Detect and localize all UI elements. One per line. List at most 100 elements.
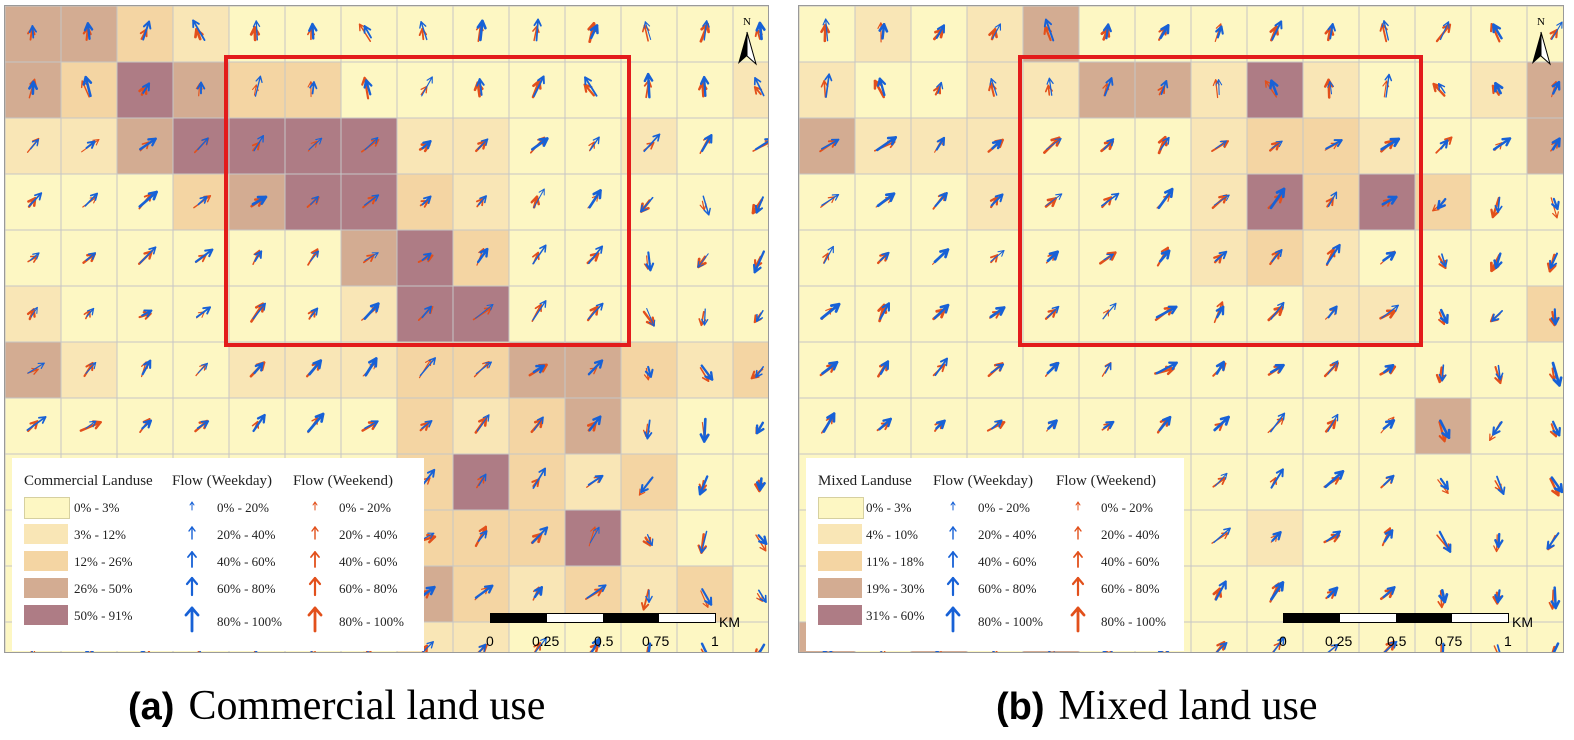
flow-arrow-head (640, 204, 648, 213)
flow-arrow-head (482, 414, 490, 422)
flow-arrow-head (31, 306, 38, 314)
flow-arrow-head (86, 140, 96, 149)
flow-arrow-head (994, 419, 1003, 428)
flow-arrow-shaft (755, 366, 764, 378)
flow-arrow-shaft (476, 247, 489, 264)
flow-arrow-shaft (255, 20, 259, 41)
flow-arrow-head (89, 362, 97, 370)
flow-arrow-head (1218, 580, 1227, 590)
north-label: N (743, 16, 751, 28)
flow-arrow-head (1333, 139, 1343, 148)
legend-landuse-class-5: 50% - 91% (74, 608, 133, 623)
flow-arrow-head (1105, 420, 1115, 430)
flow-arrow-shaft (196, 420, 210, 430)
flow-arrow-head (310, 140, 318, 148)
flow-arrow-head (758, 535, 768, 545)
flow-arrow-shaft (1553, 586, 1557, 610)
flow-arrow-head (643, 21, 651, 29)
flow-arrow-shaft (935, 136, 946, 151)
flow-arrow-shaft (308, 137, 323, 150)
flow-arrow-head (589, 252, 600, 262)
flow-arrow-head (192, 19, 200, 29)
map-legend: Commercial Landuse Flow (Weekday) Flow (… (12, 458, 424, 651)
flow-arrow-shaft (875, 136, 897, 152)
flow-arrow-shaft (85, 252, 96, 262)
flow-arrow-head (27, 197, 37, 207)
flow-arrow-head (826, 412, 836, 423)
flow-arrow-head (701, 318, 709, 326)
flow-arrow-head (475, 197, 484, 207)
legend-landuse-class-3: 12% - 26% (74, 554, 133, 569)
flow-arrow-head (1391, 304, 1399, 312)
flow-arrow-head (704, 596, 713, 606)
flow-arrow-head (1054, 138, 1062, 145)
flow-arrow-shaft (1103, 83, 1108, 97)
flow-arrow-shaft (420, 21, 428, 41)
flow-arrow-shaft (141, 359, 152, 376)
flow-arrow-shaft (1493, 645, 1498, 652)
legend-landuse-title: Commercial Landuse (24, 473, 153, 489)
flow-arrow-head (1168, 361, 1178, 371)
flow-arrow-shaft (532, 300, 547, 321)
flow-arrow-shaft (754, 140, 768, 151)
flow-arrow-head (881, 302, 891, 312)
landuse-cell (1190, 621, 1248, 652)
flow-arrow-shaft (1438, 530, 1452, 553)
flow-arrow-head (939, 303, 950, 314)
flow-arrow-head (258, 302, 266, 311)
flow-arrow-shaft (252, 302, 266, 320)
flow-arrow-head (592, 189, 602, 200)
flow-arrow-head (1440, 480, 1449, 491)
flow-arrow-shaft (587, 474, 604, 486)
flow-arrow-shaft (754, 77, 765, 97)
legend-weekday-arrows (945, 501, 961, 633)
flow-arrow-shaft (28, 192, 43, 207)
legend-swatch-class-3 (818, 551, 862, 571)
flow-arrow-shaft (1327, 191, 1338, 208)
flow-arrow-head (363, 25, 372, 34)
landuse-cell (1526, 341, 1563, 399)
legend-landuse-class-2: 3% - 12% (74, 527, 126, 542)
focus-area-box (1018, 55, 1423, 347)
flow-arrow-shaft (1270, 412, 1286, 433)
flow-arrow-head (938, 192, 948, 202)
caption-a: (a) Commercial land use (128, 682, 545, 730)
flow-arrow-head (148, 246, 157, 255)
landuse-cell (1526, 509, 1563, 567)
flow-arrow-head (1331, 413, 1339, 422)
scale-bar: 0 0.25 0.5 0.75 1 KM (1279, 613, 1539, 649)
flow-arrow-head (476, 78, 485, 87)
flow-arrow-shaft (643, 24, 649, 42)
flow-arrow-head (646, 141, 655, 150)
scale-tick-3: 0.75 (1435, 633, 1463, 649)
scale-tick-4: 1 (711, 633, 719, 649)
flow-arrow-head (995, 363, 1005, 372)
flow-arrow-head (589, 24, 599, 35)
flow-arrow-shaft (698, 475, 709, 496)
caption-b-text: Mixed land use (1058, 683, 1318, 729)
flow-arrow-shaft (820, 302, 841, 320)
flow-arrow-shaft (1551, 645, 1556, 652)
flow-arrow-head (533, 18, 542, 27)
flow-arrow-head (312, 250, 320, 258)
flow-arrow-head (1493, 259, 1503, 269)
scale-tick-4: 1 (1504, 633, 1512, 649)
flow-arrow-shaft (1160, 80, 1168, 95)
flow-arrow-head (936, 419, 946, 430)
flow-arrow-head (594, 474, 604, 483)
flow-arrow-shaft (309, 250, 320, 262)
flow-arrow-shaft (587, 359, 604, 376)
flow-arrow-head (422, 140, 432, 150)
flow-arrow-shaft (756, 310, 764, 322)
flow-arrow-head (1497, 486, 1506, 495)
north-arrow-icon: N (1529, 16, 1553, 68)
flow-arrow-head (702, 20, 710, 28)
flow-arrow-head (1432, 82, 1442, 93)
flow-arrow-head (533, 586, 543, 596)
landuse-cell (732, 453, 768, 511)
legend-weekday-class-3: 40% - 60% (978, 554, 1037, 569)
flow-arrow-shaft (1103, 253, 1114, 261)
flow-arrow-shaft (697, 253, 709, 268)
flow-arrow-head (1220, 472, 1228, 480)
flow-arrow-shaft (1385, 73, 1390, 98)
